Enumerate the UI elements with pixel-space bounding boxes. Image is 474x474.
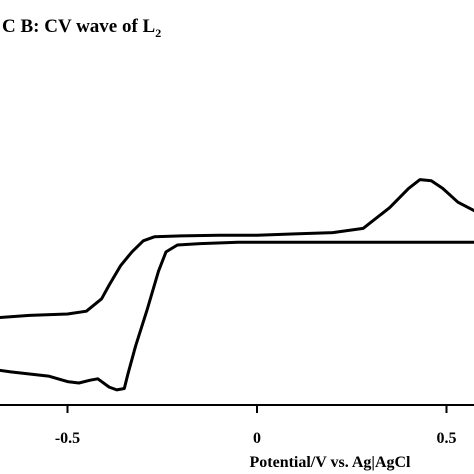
x-tick-label: 0 (253, 430, 261, 447)
chart-title-subscript: 2 (155, 26, 161, 40)
cv-curve-line (0, 178, 474, 392)
x-axis-label: Potential/V vs. Ag|AgCl (249, 454, 411, 471)
x-axis-ticks: -1-0.500.51 (55, 405, 457, 447)
x-axis: -1-0.500.51 (0, 404, 474, 447)
chart-title-main: C B: CV wave of L (2, 16, 155, 37)
x-tick-label: 0.5 (437, 430, 457, 447)
chart-title: C B: CV wave of L2 (2, 16, 161, 40)
x-tick-label: -0.5 (55, 430, 80, 447)
